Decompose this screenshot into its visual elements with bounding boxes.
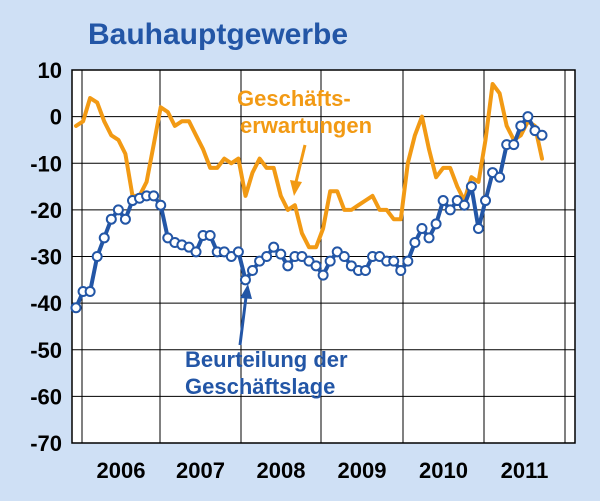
y-tick-label: -60 — [30, 384, 62, 409]
annotation-blue-line-1: Beurteilung der — [185, 347, 348, 372]
data-point — [359, 264, 371, 276]
data-point — [112, 204, 124, 216]
grid-lines — [72, 70, 575, 443]
data-point — [282, 260, 294, 272]
data-point — [317, 269, 329, 281]
data-point — [261, 251, 273, 262]
y-tick-label: -30 — [30, 245, 62, 270]
data-point — [70, 302, 82, 314]
data-point — [190, 246, 202, 258]
data-point — [338, 251, 350, 262]
data-point — [91, 251, 103, 262]
y-tick-label: -10 — [30, 151, 62, 176]
data-point — [402, 255, 414, 267]
y-tick-label: -20 — [30, 198, 62, 223]
orange-annotation-arrow — [290, 144, 307, 196]
data-point — [84, 285, 96, 297]
y-axis-ticks: 10 0 -10 -20 -30 -40 -50 -60 -70 — [30, 58, 62, 456]
x-tick-label: 2006 — [97, 458, 146, 483]
data-point — [324, 255, 336, 267]
annotation-blue-line-2: Geschäftslage — [185, 374, 335, 399]
series-layer — [70, 82, 548, 314]
x-tick-label: 2010 — [419, 458, 468, 483]
y-tick-label: 10 — [38, 58, 62, 83]
data-point — [239, 274, 251, 286]
data-point — [437, 195, 449, 207]
data-point — [508, 139, 520, 151]
data-point — [515, 120, 527, 132]
data-point — [232, 246, 244, 258]
data-point — [395, 264, 407, 276]
annotation-orange-line-2: erwartungen — [240, 113, 372, 138]
data-point — [416, 223, 428, 235]
blue-annotation-arrow — [238, 284, 252, 346]
y-tick-label: -50 — [30, 338, 62, 363]
data-point — [430, 218, 442, 230]
data-point — [105, 213, 117, 225]
data-point — [247, 264, 259, 276]
x-tick-label: 2011 — [501, 458, 549, 483]
data-point — [204, 230, 216, 242]
x-tick-label: 2007 — [176, 458, 225, 483]
data-point — [480, 195, 492, 207]
x-axis-year-labels: 2006 2007 2008 2009 2010 2011 — [97, 458, 549, 483]
data-point — [155, 199, 167, 211]
data-point — [536, 129, 548, 141]
annotation-orange-line-1: Geschäfts- — [237, 86, 351, 111]
data-point — [388, 255, 400, 267]
data-point — [310, 260, 322, 272]
data-point — [148, 190, 160, 202]
data-point — [268, 241, 280, 253]
data-point — [98, 232, 110, 244]
data-point — [522, 111, 534, 123]
data-point — [494, 171, 506, 183]
x-tick-label: 2009 — [338, 458, 387, 483]
y-tick-label: 0 — [50, 105, 62, 130]
data-point — [458, 199, 470, 211]
data-point — [465, 181, 477, 193]
series-geschaeftslage — [70, 111, 548, 314]
data-point — [472, 223, 484, 235]
data-point — [409, 237, 421, 249]
data-point — [444, 204, 456, 216]
chart-title: Bauhauptgewerbe — [88, 18, 349, 51]
data-point — [423, 232, 435, 244]
data-point — [119, 213, 131, 225]
x-tick-label: 2008 — [257, 458, 306, 483]
data-point — [275, 248, 287, 260]
y-tick-label: -40 — [30, 291, 62, 316]
y-tick-label: -70 — [30, 431, 62, 456]
